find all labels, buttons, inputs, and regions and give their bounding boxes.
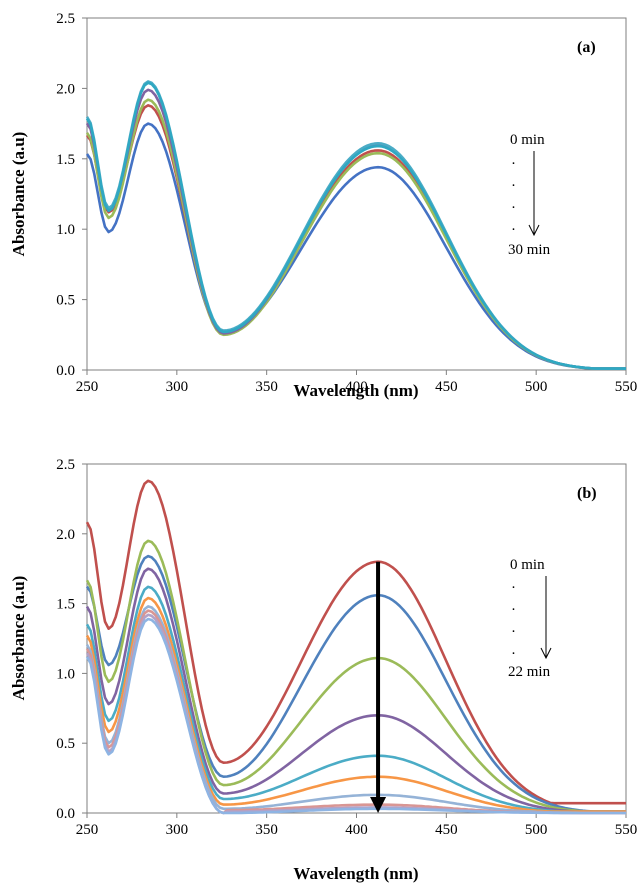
y-tick-label: 2.0: [56, 527, 75, 543]
x-tick-label: 300: [166, 822, 189, 838]
y-tick-label: 0.5: [56, 736, 75, 752]
y-axis-label: Absorbance (a.u): [9, 132, 28, 257]
x-tick-label: 400: [345, 379, 368, 395]
x-axis-label: Wavelength (nm): [293, 864, 418, 883]
y-tick-label: 0.0: [56, 806, 75, 822]
annotation-dot: ·: [511, 580, 516, 596]
y-tick-label: 2.5: [56, 11, 75, 27]
x-tick-label: 450: [435, 822, 458, 838]
x-tick-label: 550: [615, 822, 638, 838]
annotation-arrow-head: [528, 224, 540, 237]
y-axis-label: Absorbance (a.u): [9, 576, 28, 701]
x-tick-label: 350: [255, 379, 278, 395]
x-tick-label: 550: [615, 379, 638, 395]
annotation-dot: ·: [511, 646, 516, 662]
annotation-start-label: 0 min: [510, 557, 545, 573]
annotation-dot: ·: [511, 222, 516, 238]
x-tick-label: 250: [76, 822, 99, 838]
annotation-dot: ·: [511, 624, 516, 640]
annotation-end-label: 22 min: [508, 664, 551, 680]
annotation-dot: ·: [511, 200, 516, 216]
plot-area-frame: [86, 17, 627, 371]
series-line: [85, 98, 626, 370]
x-tick-label: 500: [525, 379, 548, 395]
y-tick-label: 1.0: [56, 666, 75, 682]
series-line: [85, 539, 626, 813]
series-line: [85, 613, 626, 815]
series-line: [85, 596, 626, 813]
time-annotation: 0 min · · · · 30 min: [508, 132, 551, 258]
time-annotation: 0 min · · · · 22 min: [508, 557, 552, 680]
x-tick-label: 300: [166, 379, 189, 395]
series-line: [85, 567, 626, 813]
series-line: [85, 605, 626, 815]
series-line: [85, 585, 626, 813]
annotation-end-label: 30 min: [508, 242, 551, 258]
decrease-arrow-head: [370, 797, 387, 813]
series-line: [85, 81, 626, 370]
series-line: [85, 104, 626, 370]
y-tick-label: 2.0: [56, 81, 75, 97]
y-tick-label: 1.5: [56, 152, 75, 168]
series-line: [85, 617, 626, 815]
y-tick-label: 2.5: [56, 457, 75, 473]
x-tick-label: 450: [435, 379, 458, 395]
y-tick-label: 0.5: [56, 293, 75, 309]
series-line: [85, 609, 626, 815]
y-tick-label: 1.5: [56, 597, 75, 613]
annotation-start-label: 0 min: [510, 132, 545, 148]
x-tick-label: 500: [525, 822, 548, 838]
annotation-dot: ·: [511, 602, 516, 618]
chart-panel-b: 250 300 350 400 450 500 550 0.0 0.5 1.0 1.5 2.0 2.5…: [9, 457, 637, 883]
x-tick-label: 350: [255, 822, 278, 838]
x-axis-label: Wavelength (nm): [293, 381, 418, 400]
annotation-arrow-head: [540, 647, 552, 660]
chart-panel-a: 250 300 350 400 450 500 550 0.0 0.5 1.0 1.5 2.0 2.5…: [9, 11, 637, 400]
y-tick-label: 1.0: [56, 222, 75, 238]
decrease-arrow: [370, 561, 387, 813]
panel-label: (a): [577, 39, 596, 56]
series-line: [85, 479, 626, 805]
y-tick-label: 0.0: [56, 363, 75, 379]
series-line: [85, 88, 626, 370]
panel-label: (b): [577, 485, 597, 502]
series-line: [85, 554, 626, 813]
x-tick-label: 250: [76, 379, 99, 395]
x-tick-label: 400: [345, 822, 368, 838]
annotation-dot: ·: [511, 156, 516, 172]
annotation-dot: ·: [511, 178, 516, 194]
